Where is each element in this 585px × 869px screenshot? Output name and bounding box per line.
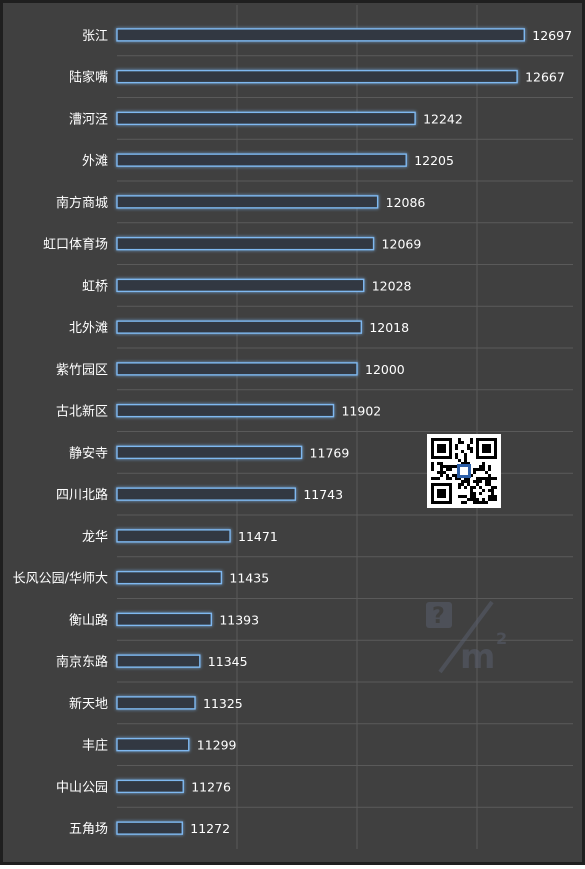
bar [116,236,375,251]
price-per-square-meter-logo: ? m 2 [420,598,512,677]
value-label: 11272 [190,821,230,836]
bar [116,111,416,126]
category-label: 龙华 [82,530,108,545]
category-label: 漕河泾 [69,112,108,127]
bar [116,195,379,209]
category-label: 古北新区 [56,404,108,420]
value-label: 11345 [208,654,248,669]
bar [116,403,335,418]
value-label: 11276 [191,779,231,794]
bar-rows: 张江 12697 陆家嘴 12667 漕河泾 12242 外滩 12205 南方商城 12086 虹… [13,28,572,837]
category-label: 长风公园/华师大 [13,572,108,587]
bar [116,570,223,585]
value-label: 12028 [372,278,412,293]
bar [116,821,183,835]
category-label: 丰庄 [82,738,108,754]
bar [116,737,190,752]
value-label: 11325 [203,696,243,711]
category-label: 北外滩 [69,321,108,336]
bar [116,362,358,376]
value-label: 11435 [229,571,269,586]
category-label: 虹桥 [82,279,108,294]
value-label: 11393 [219,612,259,627]
value-label: 12086 [386,195,426,210]
bar [116,69,518,84]
gridlines [117,5,573,849]
category-label: 南方商城 [56,195,108,211]
value-label: 12242 [423,111,463,126]
value-label: 11743 [303,487,343,502]
value-label: 12697 [532,28,572,43]
value-label: 12069 [382,237,422,252]
category-label: 静安寺 [69,446,108,461]
value-label: 11902 [341,404,381,419]
bar [116,278,365,293]
category-label: 五角场 [69,822,108,837]
bar [116,779,184,794]
category-label: 张江 [82,29,108,44]
category-label: 衡山路 [69,612,108,628]
bar [116,445,303,460]
category-label: 南京东路 [56,654,108,670]
value-label: 12018 [369,320,409,335]
bar [116,153,407,167]
value-label: 12000 [365,362,405,377]
qr-code [427,434,501,508]
category-label: 新天地 [69,696,108,712]
bar [116,612,213,627]
bar [116,529,231,543]
value-label: 12205 [414,153,454,168]
value-label: 11471 [238,529,278,544]
value-label: 11769 [310,445,350,460]
category-label: 中山公园 [56,780,108,795]
bar [116,487,297,501]
bar [116,654,201,668]
category-label: 紫竹园区 [56,363,108,378]
category-label: 四川北路 [56,487,108,503]
category-label: 外滩 [82,154,108,169]
plot-background [3,3,582,862]
bar [116,28,525,42]
bar [116,320,363,334]
svg-text:2: 2 [496,629,507,648]
value-label: 11299 [197,738,237,753]
svg-text:?: ? [432,604,445,629]
category-label: 陆家嘴 [69,70,108,86]
category-label: 虹口体育场 [43,237,108,253]
bar [116,696,196,710]
svg-text:m: m [460,637,495,676]
value-label: 12667 [525,70,565,85]
